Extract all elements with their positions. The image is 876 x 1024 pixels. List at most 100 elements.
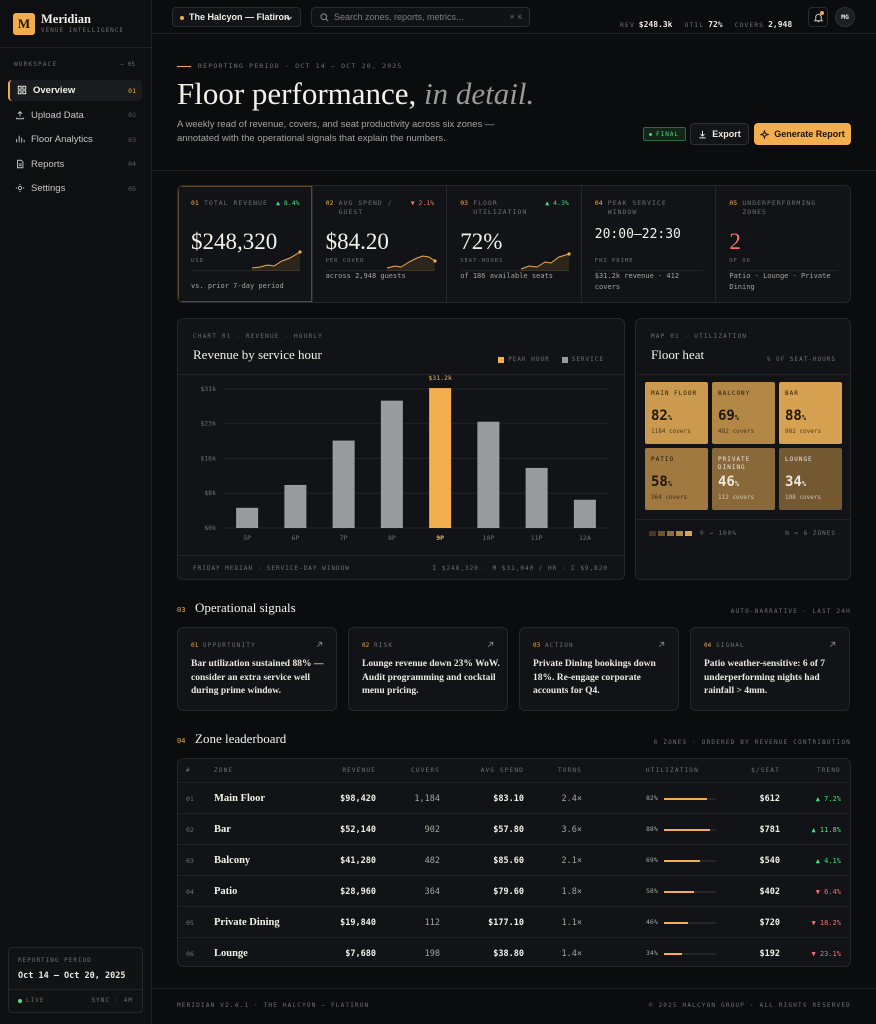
tile: PATIO 58% 364 covers [645,448,708,510]
cell: ▲ 7.2% [815,794,841,803]
nav-item[interactable]: Reports 04 [8,154,142,175]
sig-index: 02 [362,642,370,649]
kpi-note: vs. prior 7-day period [191,282,284,290]
sec-note: AUTO-NARRATIVE · LAST 24H [730,608,851,615]
notifications[interactable] [808,7,828,27]
icon-path [16,110,24,119]
foot: © 2025 HALCYON GROUP · ALL RIGHTS RESERV… [648,1002,851,1009]
venue-dot [180,16,184,20]
bar [525,467,548,528]
sig-index: 03 [533,642,541,649]
tile-cov: 364 covers [651,494,688,501]
icon-path [316,641,323,648]
search-text: Search zones, reports, metrics... [334,12,464,22]
spark-dot [432,259,437,263]
row: 05 Private Dining $19,840 112 $177.10 1.1× 46%… [178,906,850,937]
venue-select[interactable]: The Halcyon — Flatiron [172,7,301,27]
spark-dot [567,252,571,256]
export-button[interactable]: Export [690,123,749,145]
cell: Main Floor [214,793,266,804]
card: 01 OPPORTUNITY Bar utilization sustained 8… [177,627,337,711]
tile-num: 88 [785,408,802,424]
cell: Patio [214,886,238,897]
util-unit: % [653,825,658,833]
icon-path [16,135,25,143]
span: Floor performance, [177,76,417,111]
lg-name: PEAK HOUR [508,356,550,363]
cell: COVERS [411,767,440,774]
tile-num: 58 [651,474,668,490]
bar [332,440,355,528]
stat-value: $248.3k [638,20,673,29]
icon-path [15,183,25,193]
cell: 902 [424,824,440,835]
kpi-index: 01 [191,199,199,207]
x-tick-label: 10P [483,534,495,542]
kpi-delta: ▲ 8.4% [276,199,300,207]
spark [386,255,437,271]
tile: PRIVATE DINING 46% 112 covers [712,448,775,510]
path [699,130,706,138]
cell: 1,184 [414,793,440,804]
heat-card: MAP 01 · UTILIZATION Floor heat % OF SEA… [635,318,851,580]
desc: A weekly read of revenue, covers, and se… [177,119,495,144]
cell: 2.1× [561,855,582,866]
heat-grid: MAIN FLOOR 82% 1184 covers BALCONY 69% 482 co… [645,382,842,510]
generate-report-button[interactable]: Generate Report [754,123,851,145]
y-tick-label: $0k [204,524,216,532]
c-foot: Σ $248,320 · M $31,040 / HR · Σ $9,820 [432,565,608,572]
cell: 1.4× [561,948,582,959]
nav-index: 01 [128,86,136,95]
bar [573,499,596,528]
x-tick-label: 12A [579,534,591,542]
avatar[interactable]: MG [835,7,855,27]
icon [15,183,25,193]
eyebrow-line [177,66,191,67]
icon-path [487,641,494,648]
tile-cov: 1184 covers [651,428,691,435]
search-box[interactable]: Search zones, reports, metrics... ⌘ K [311,7,530,27]
bar [477,421,500,528]
sig-arrow [487,641,494,648]
cell: 34% [590,938,720,966]
nav-item[interactable]: Upload Data 02 [8,105,142,126]
icon [17,159,24,168]
lg-sw [561,356,568,363]
legend: PEAK HOUR SERVICE [498,356,604,363]
bar [380,400,403,528]
nav-item[interactable]: Overview 01 [8,80,142,101]
kpi-unit: FRI PRIME [594,258,634,264]
cell: 112 [424,917,440,928]
row: 02 Bar $52,140 902 $57.80 3.6× 88% $781 ▲ 11.8% [178,813,850,844]
nav-index: 02 [128,111,136,119]
spark-line [386,255,435,269]
icon [760,129,770,139]
c-eyebrow: MAP 01 · UTILIZATION [651,333,748,340]
cell: Balcony [214,855,251,866]
cell: TREND [816,767,841,774]
cell: 2.4× [561,793,582,804]
tile-cov: 112 covers [718,494,755,501]
nav-item[interactable]: Floor Analytics 03 [8,129,142,150]
cell: 198 [424,948,440,959]
tile-num: 34 [785,474,802,490]
heat-scale: 0 → 100% [649,530,737,537]
lg-name: SERVICE [571,356,604,363]
kpi-line [594,270,704,271]
hs [676,531,683,536]
span: Export [712,129,741,139]
cell: $38.80 [493,948,524,959]
c-line [636,374,850,375]
tile-name: BAR [785,390,799,397]
cell: TURNS [557,767,582,774]
nav-item[interactable]: Settings 05 [8,178,142,199]
card: 03 ACTION Private Dining bookings down 18%… [519,627,679,711]
spark [521,252,571,271]
sec-title: Zone leaderboard [195,731,287,746]
x-tick-label: 5P [243,534,251,542]
page-title: Floor performance, in detail. [177,76,534,112]
c-title: Floor heat [651,347,705,362]
spark-area [386,256,435,271]
fill [664,829,710,831]
leaderboard-table: # ZONE REVENUE COVERS AVG SPEND TURNS UTILIZAT… [177,758,851,967]
